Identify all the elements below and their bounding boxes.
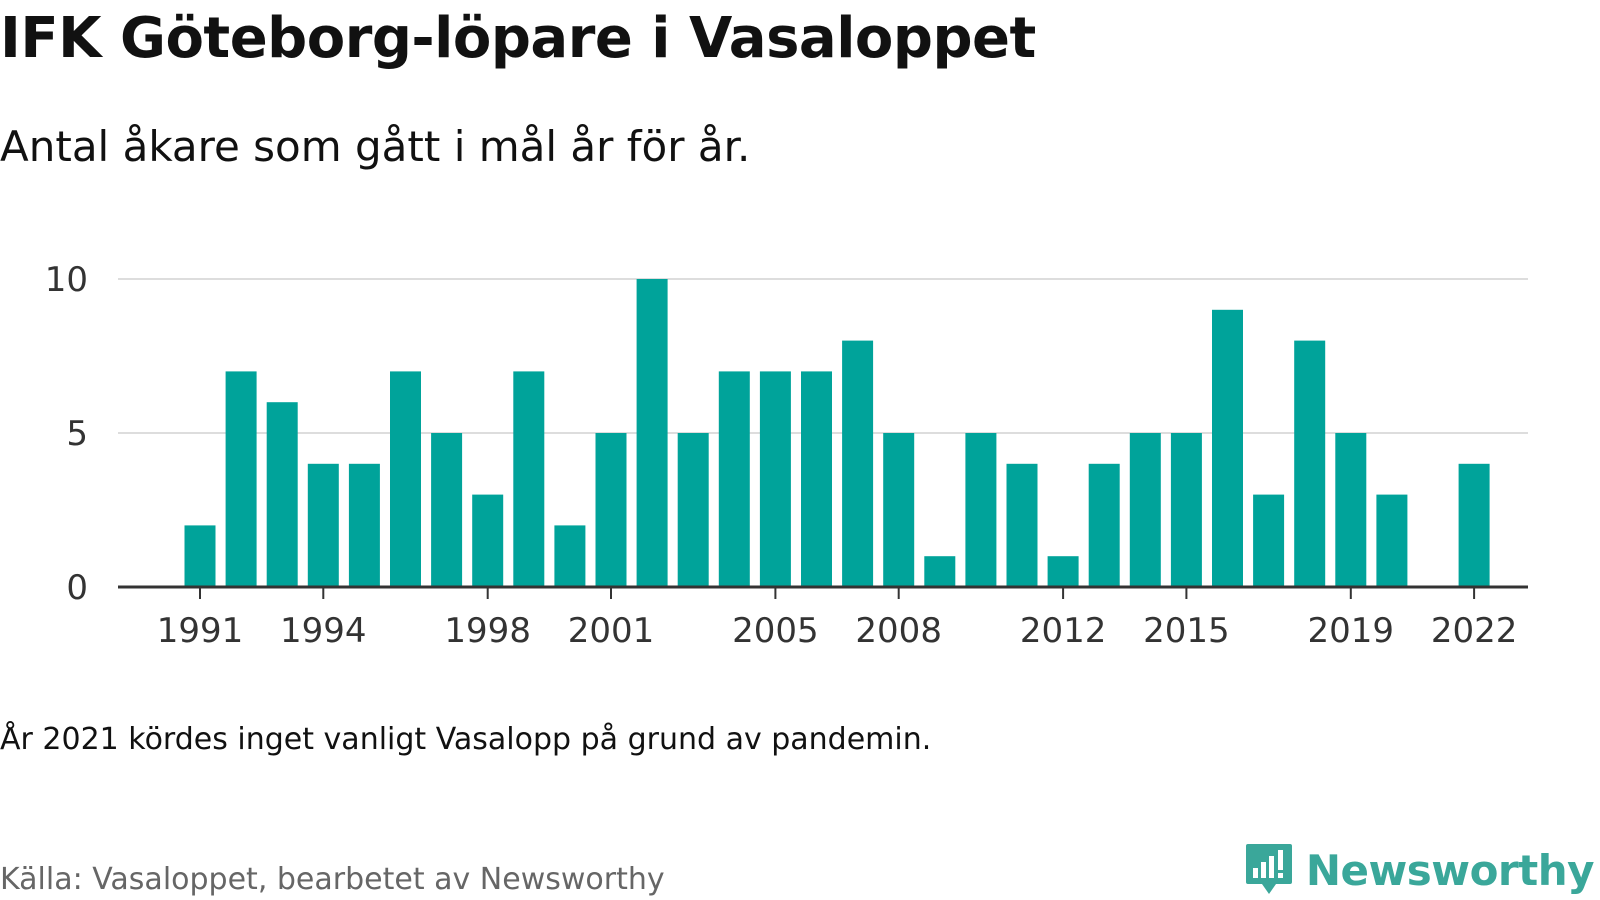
x-tick-label: 2008	[855, 611, 942, 651]
x-axis-labels: 1991 1994 1998 2001 2005 2008 2012 2015 2019 2022	[157, 611, 1518, 651]
bars	[184, 279, 1490, 587]
bar-2001	[595, 433, 627, 587]
source-text: Källa: Vasaloppet, bearbetet av Newswort…	[0, 862, 665, 897]
x-tick-label: 2012	[1020, 611, 1107, 651]
x-tick-label: 1994	[280, 611, 367, 651]
chart-subtitle: Antal åkare som gått i mål år för år.	[0, 122, 751, 171]
bar-2016	[1212, 309, 1243, 587]
bar-2015	[1170, 433, 1202, 587]
x-tick-label: 2022	[1431, 611, 1518, 651]
x-tick-label: 1998	[444, 611, 531, 651]
bar-1994	[307, 463, 339, 587]
y-tick-label: 5	[66, 414, 88, 454]
bar-2019	[1335, 433, 1367, 587]
bar-2012	[1047, 556, 1079, 587]
bar-2013	[1088, 463, 1120, 587]
bar-2018	[1294, 340, 1326, 587]
bar-2002	[636, 279, 668, 587]
bar-2000	[554, 525, 586, 587]
bar-2007	[842, 340, 874, 587]
bar-chart: 0 5 10 1991 1994 1998 2001 2005 2008 2012 2015 201…	[45, 260, 1528, 651]
x-axis	[118, 585, 1528, 599]
x-tick-label: 2015	[1143, 611, 1230, 651]
bar-1997	[431, 433, 463, 587]
bar-2005	[759, 371, 791, 587]
y-axis-labels: 0 5 10	[45, 260, 88, 608]
bar-2014	[1129, 433, 1161, 587]
bar-1995	[348, 463, 380, 587]
bar-1996	[390, 371, 421, 587]
bar-2006	[801, 371, 832, 587]
x-tick-label: 1991	[157, 611, 244, 651]
bar-2011	[1006, 463, 1038, 587]
logo-text: Newsworthy	[1305, 845, 1595, 895]
y-tick-label: 0	[66, 568, 88, 608]
bar-2022	[1458, 463, 1490, 587]
bar-2017	[1253, 494, 1285, 587]
bar-2008	[883, 433, 915, 587]
x-tick-label: 2001	[568, 611, 655, 651]
bar-2020	[1376, 494, 1408, 587]
chart-note: År 2021 kördes inget vanligt Vasalopp på…	[0, 722, 932, 757]
y-tick-label: 10	[45, 260, 88, 300]
bar-1998	[472, 494, 504, 587]
bar-1999	[513, 371, 545, 587]
bar-1993	[266, 402, 298, 587]
bar-2009	[924, 556, 956, 587]
x-tick-label: 2005	[732, 611, 819, 651]
bar-1992	[225, 371, 257, 587]
bar-2003	[677, 433, 709, 587]
newsworthy-chart-bubble-icon	[1245, 844, 1292, 894]
newsworthy-logo: Newsworthy	[1244, 842, 1595, 898]
chart-title: IFK Göteborg-löpare i Vasaloppet	[0, 6, 1036, 71]
x-tick-label: 2019	[1308, 611, 1395, 651]
bar-1991	[184, 525, 216, 587]
bar-2004	[718, 371, 750, 587]
bar-2010	[965, 433, 997, 587]
